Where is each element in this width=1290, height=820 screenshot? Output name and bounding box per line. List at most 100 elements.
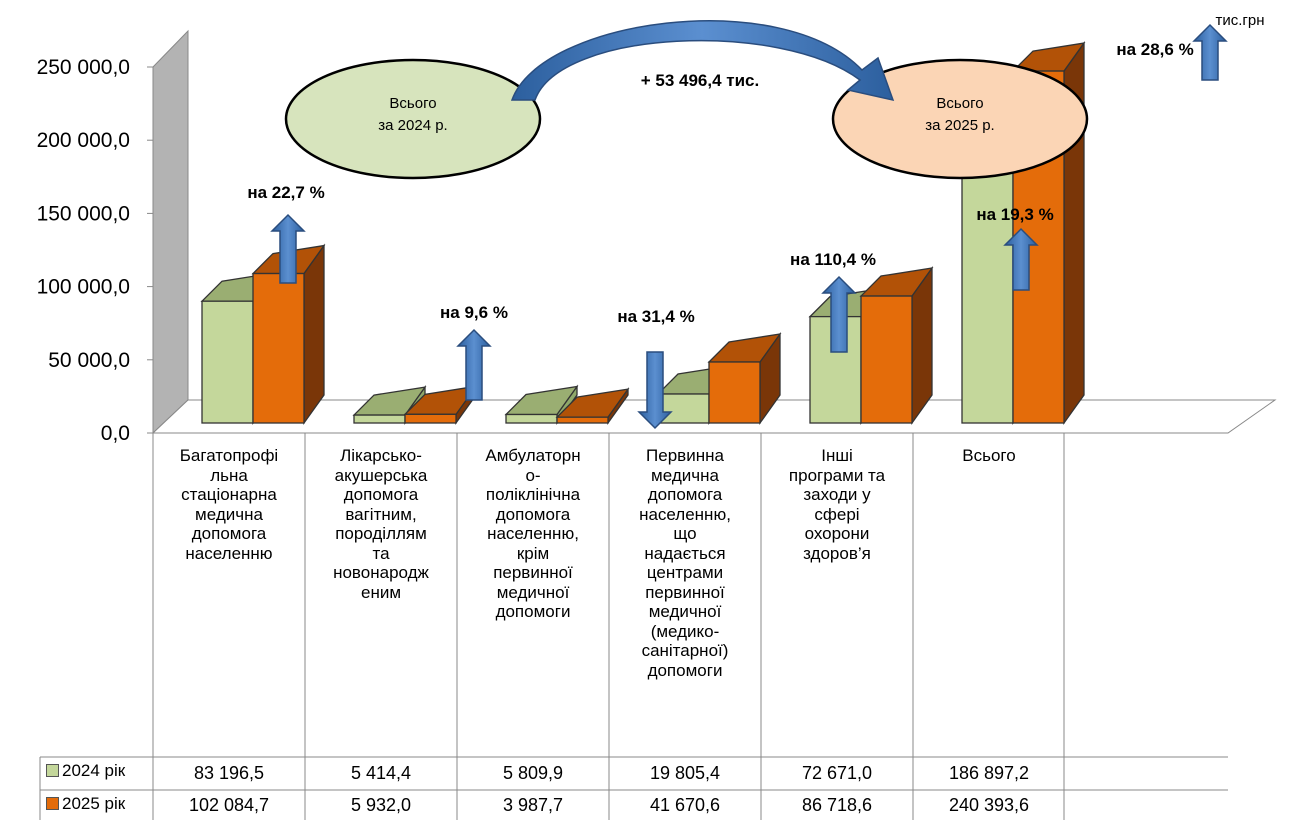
bar-2025-0-side bbox=[303, 243, 325, 426]
category-label-line: допомоги bbox=[495, 602, 571, 621]
y-axis-ticks: 0,0 50 000,0 100 000,0 150 000,0 200 000,0 25… bbox=[37, 56, 154, 807]
legend-swatch-2024 bbox=[46, 764, 59, 777]
ellipse-2024-line1: Всього bbox=[389, 95, 437, 112]
category-label-line: населенню bbox=[185, 543, 273, 563]
table-value-0-4: 72 671,0 bbox=[801, 763, 873, 783]
category-label-line: центрами bbox=[646, 563, 724, 582]
change-arrows bbox=[270, 23, 1228, 430]
ellipse-2025-line2: за 2025 р. bbox=[925, 117, 995, 134]
category-label-line: здоров’я bbox=[803, 543, 871, 563]
ellipse-2025-text: Всього за 2025 р. bbox=[890, 93, 1030, 137]
category-label-1: Лікарсько-акушерська допомога вагітним, пор… bbox=[305, 446, 457, 602]
table-value-1-3: 41 670,6 bbox=[649, 795, 721, 815]
bar-2025-1 bbox=[404, 413, 457, 424]
table-value-1-4: 86 718,6 bbox=[801, 795, 873, 815]
change-arrow-0 bbox=[270, 213, 306, 284]
ellipse-2025-line1: Всього bbox=[936, 95, 984, 112]
category-label-line: допомоги bbox=[647, 660, 723, 680]
category-label-line: медичної bbox=[648, 602, 722, 621]
category-label-line: населенню, bbox=[639, 504, 731, 524]
category-label-4: Інші програми та заходи у сфері охорони здоро… bbox=[761, 446, 913, 563]
bar-2024-3 bbox=[657, 393, 710, 424]
bar-2025-0 bbox=[252, 272, 305, 424]
table-value-1-2: 3 987,7 bbox=[502, 795, 564, 815]
change-arrow-2 bbox=[637, 351, 673, 430]
table-value-1-0: 102 084,7 bbox=[188, 795, 270, 815]
category-label-line: що bbox=[673, 524, 697, 543]
legend-label-2024: 2024 рік bbox=[62, 761, 126, 780]
category-label-line: надається bbox=[644, 543, 726, 563]
category-label-line: о- bbox=[525, 465, 541, 485]
y-tick-label: 0,0 bbox=[101, 422, 130, 445]
category-label-line: стаціонарна bbox=[181, 485, 277, 504]
legend-2025: 2025 рік bbox=[40, 790, 152, 818]
curved-total-arrow bbox=[510, 20, 895, 102]
table-value-1-1: 5 932,0 bbox=[350, 795, 412, 815]
ellipse-2024-text: Всього за 2024 р. bbox=[343, 93, 483, 137]
change-label-5: на 28,6 % bbox=[1116, 40, 1193, 59]
change-arrow-4 bbox=[1003, 227, 1039, 291]
total-change-label: + 53 496,4 тис. bbox=[641, 71, 760, 90]
category-label-line: Багатопрофі bbox=[179, 446, 279, 465]
category-label-line: медична bbox=[651, 465, 719, 485]
category-label-2: Амбулаторн о-поліклінічна допомога населенн… bbox=[457, 446, 609, 622]
category-label-line: первинної bbox=[493, 563, 573, 582]
change-arrow-1 bbox=[456, 328, 492, 401]
change-arrow-3 bbox=[821, 275, 857, 353]
table-value-0-5: 186 897,2 bbox=[948, 763, 1030, 783]
category-label-line: допомога bbox=[343, 485, 419, 504]
category-label-line: Первинна bbox=[646, 446, 724, 465]
category-label-line: поліклінічна bbox=[485, 485, 581, 504]
legend-swatch-2025 bbox=[46, 797, 59, 810]
category-label-line: акушерська bbox=[334, 465, 428, 485]
side-wall bbox=[152, 29, 189, 435]
bar-2025-3 bbox=[708, 361, 761, 424]
bar-2024-5 bbox=[961, 148, 1014, 424]
change-label-3: на 110,4 % bbox=[790, 250, 876, 269]
table-value-0-1: 5 414,4 bbox=[350, 763, 412, 783]
category-label-line: льна bbox=[210, 465, 248, 485]
legend-2024: 2024 рік bbox=[40, 757, 152, 785]
category-label-line: Амбулаторн bbox=[485, 446, 581, 465]
y-tick-label: 50 000,0 bbox=[48, 349, 130, 372]
y-tick-label: 150 000,0 bbox=[37, 202, 130, 225]
change-arrow-5 bbox=[1192, 23, 1228, 81]
bar-2025-4 bbox=[860, 295, 913, 424]
category-label-line: медичної bbox=[496, 582, 570, 602]
bar-2024-1 bbox=[353, 414, 406, 424]
category-label-3: Первинна медична допомога населенню, що надає… bbox=[609, 446, 761, 680]
change-label-4: на 19,3 % bbox=[976, 205, 1053, 224]
category-label-line: медична bbox=[195, 504, 263, 524]
y-tick-label: 200 000,0 bbox=[37, 129, 130, 152]
category-label-line: допомога bbox=[647, 485, 723, 504]
y-tick-label: 100 000,0 bbox=[37, 276, 130, 299]
change-label-0: на 22,7 % bbox=[247, 183, 324, 202]
category-label-line: охорони bbox=[804, 524, 870, 543]
category-label-0: Багатопрофі льна стаціонарна медична допомог… bbox=[153, 446, 305, 563]
category-label-line: первинної bbox=[645, 582, 725, 602]
category-label-line: сфері bbox=[814, 504, 860, 524]
category-label-line: вагітним, bbox=[345, 504, 417, 524]
category-label-line: програми та bbox=[788, 465, 886, 485]
ellipse-2024-line2: за 2024 р. bbox=[378, 117, 448, 134]
table-value-0-0: 83 196,5 bbox=[193, 763, 265, 783]
change-label-1: на 9,6 % bbox=[440, 303, 508, 322]
ellipse-2025 bbox=[831, 58, 1089, 180]
bar-2024-0 bbox=[201, 300, 254, 424]
bar-2025-2 bbox=[556, 416, 609, 424]
category-label-line: еним bbox=[360, 582, 402, 602]
data-table-grid bbox=[39, 433, 1228, 820]
category-label-line: Інші bbox=[821, 446, 853, 465]
category-label-line: крім bbox=[516, 543, 550, 563]
category-label-line: допомога bbox=[495, 504, 571, 524]
table-value-0-2: 5 809,9 bbox=[502, 763, 564, 783]
category-label-5: Всього bbox=[913, 446, 1065, 466]
legend-label-2025: 2025 рік bbox=[62, 794, 126, 813]
category-label-line: (медико- bbox=[650, 621, 720, 641]
category-label-line: Всього bbox=[962, 446, 1016, 465]
category-label-line: допомога bbox=[191, 524, 267, 543]
total-change-decoration bbox=[284, 20, 1089, 180]
category-label-line: та bbox=[372, 543, 390, 563]
